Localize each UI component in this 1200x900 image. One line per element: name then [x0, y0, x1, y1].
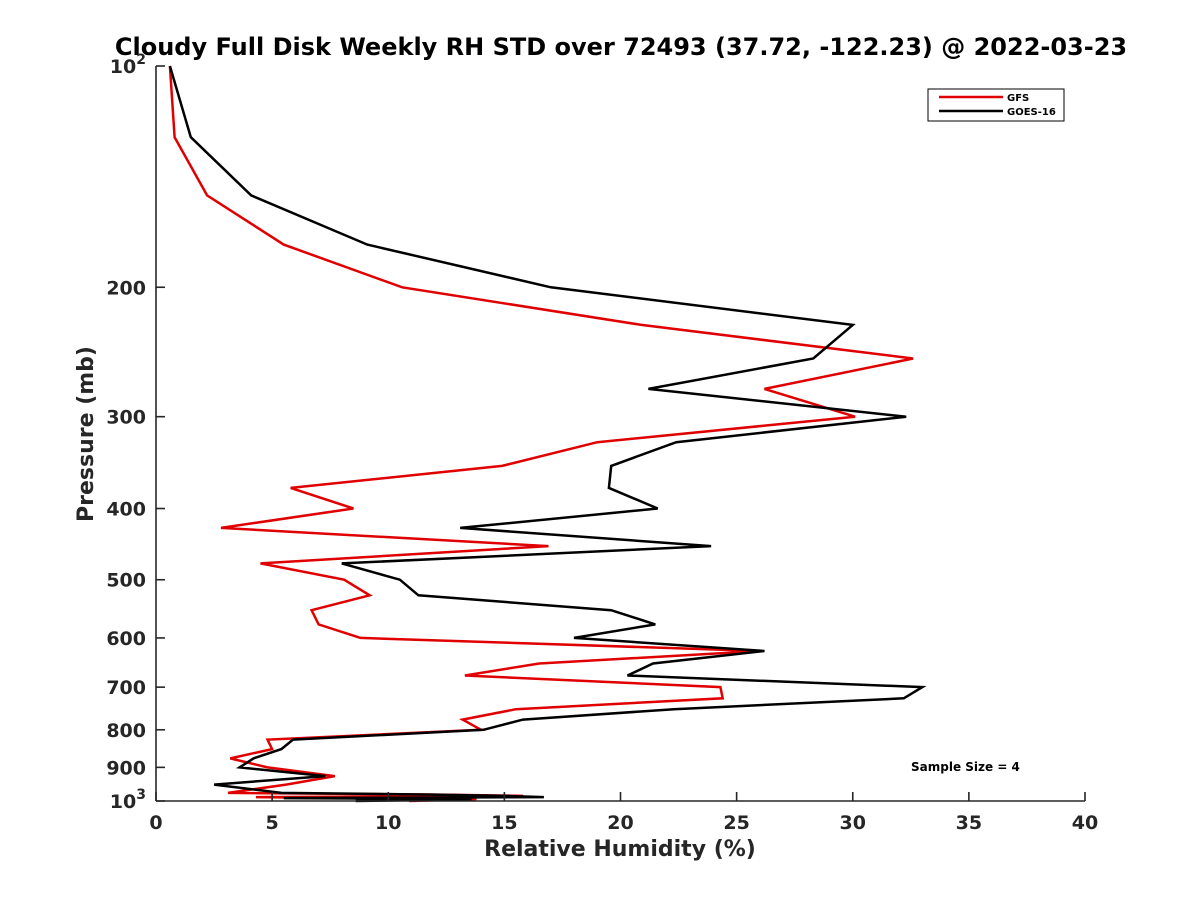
legend-box — [927, 88, 1065, 122]
x-tick-label: 35 — [956, 812, 982, 834]
x-tick-label: 20 — [607, 812, 633, 834]
y-tick-label: 300 — [106, 407, 146, 429]
legend-label-goes16: GOES-16 — [1007, 107, 1056, 118]
y-axis-label: Pressure (mb) — [74, 346, 99, 522]
x-tick-label: 30 — [840, 812, 866, 834]
legend: GFS GOES-16 — [927, 88, 1065, 122]
x-tick-label: 0 — [149, 812, 162, 834]
y-tick-label: 800 — [106, 720, 146, 742]
legend-label-gfs: GFS — [1007, 93, 1029, 104]
y-tick-label: 200 — [106, 277, 146, 299]
y-tick-label: 700 — [106, 677, 146, 699]
y-tick-label: 500 — [106, 570, 146, 592]
x-tick-label: 25 — [723, 812, 749, 834]
y-tick-label: 103 — [110, 787, 146, 813]
x-tick-label: 40 — [1072, 812, 1098, 834]
x-tick-label: 15 — [491, 812, 517, 834]
chart-title: Cloudy Full Disk Weekly RH STD over 7249… — [115, 33, 1127, 61]
series-line-goes16 — [168, 65, 927, 803]
x-tick-label: 5 — [266, 812, 279, 834]
x-tick-label: 10 — [375, 812, 401, 834]
plot-series — [168, 65, 927, 803]
y-tick-label: 600 — [106, 628, 146, 650]
x-axis-label: Relative Humidity (%) — [484, 837, 756, 862]
x-axis-ticks: 0 5 10 15 20 25 30 35 40 — [149, 792, 1098, 834]
sample-size-annotation: Sample Size = 4 — [911, 760, 1020, 774]
series-line-gfs — [168, 65, 914, 803]
y-tick-label: 400 — [106, 499, 146, 521]
y-tick-label: 102 — [110, 52, 146, 78]
y-tick-label: 900 — [106, 757, 146, 779]
y-axis-ticks: 102 200 300 400 500 600 700 800 900 103 — [106, 52, 165, 813]
